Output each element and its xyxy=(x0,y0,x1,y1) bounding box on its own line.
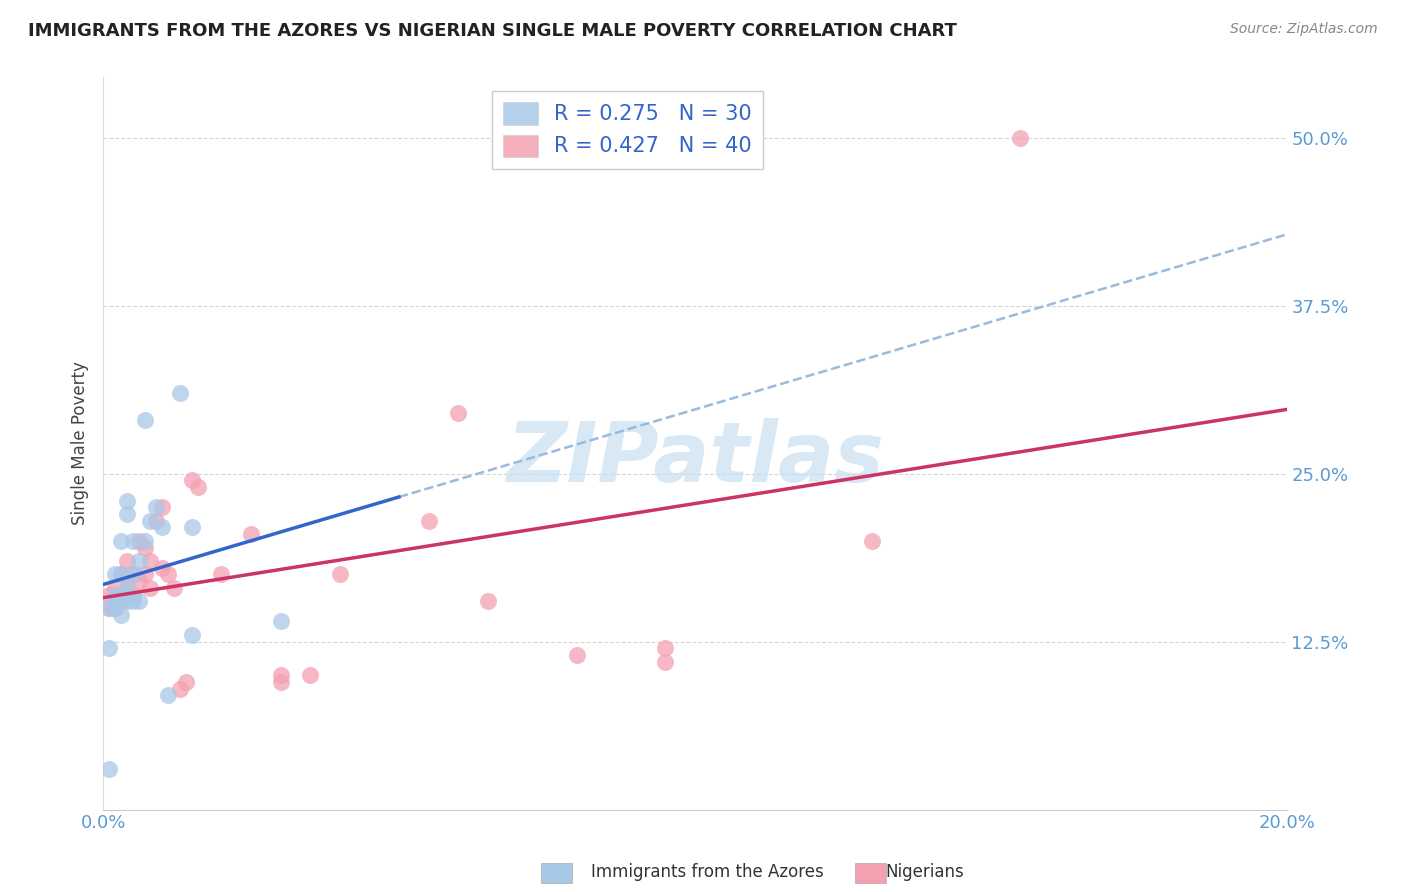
Point xyxy=(115,581,138,595)
Point xyxy=(104,594,127,608)
Point xyxy=(240,527,263,541)
Point xyxy=(121,594,143,608)
Point xyxy=(477,594,499,608)
Point xyxy=(121,588,143,602)
Point xyxy=(150,520,173,534)
Point xyxy=(110,567,132,582)
Text: Source: ZipAtlas.com: Source: ZipAtlas.com xyxy=(1230,22,1378,37)
Point xyxy=(139,514,162,528)
Point xyxy=(134,541,156,555)
Point xyxy=(134,567,156,582)
Point xyxy=(180,474,202,488)
Text: Immigrants from the Azores: Immigrants from the Azores xyxy=(591,863,824,881)
Point xyxy=(128,533,150,548)
Point xyxy=(163,581,186,595)
Point xyxy=(134,533,156,548)
Point xyxy=(1010,131,1032,145)
Y-axis label: Single Male Poverty: Single Male Poverty xyxy=(72,361,89,525)
Point xyxy=(150,560,173,574)
Point xyxy=(565,648,588,662)
Point xyxy=(169,386,191,401)
Point xyxy=(121,567,143,582)
Point xyxy=(134,413,156,427)
Point xyxy=(299,668,322,682)
Point xyxy=(128,594,150,608)
Point xyxy=(128,574,150,589)
Point xyxy=(447,406,470,420)
Point xyxy=(121,567,143,582)
Point xyxy=(270,668,292,682)
Point xyxy=(110,607,132,622)
Point xyxy=(104,601,127,615)
Point xyxy=(115,493,138,508)
Point xyxy=(104,581,127,595)
Point xyxy=(169,681,191,696)
Point xyxy=(104,588,127,602)
Point xyxy=(128,554,150,568)
Point xyxy=(187,480,209,494)
Point xyxy=(121,533,143,548)
Point xyxy=(110,533,132,548)
Point xyxy=(150,500,173,515)
Point xyxy=(110,588,132,602)
Point xyxy=(180,520,202,534)
Point xyxy=(157,567,180,582)
Point xyxy=(110,567,132,582)
Point xyxy=(98,601,121,615)
Point xyxy=(139,581,162,595)
Point xyxy=(115,554,138,568)
Point xyxy=(211,567,233,582)
Point xyxy=(860,533,883,548)
Point xyxy=(329,567,352,582)
Point xyxy=(110,588,132,602)
Point xyxy=(98,641,121,656)
Point xyxy=(104,601,127,615)
Point xyxy=(418,514,440,528)
Point xyxy=(145,500,167,515)
Point xyxy=(110,594,132,608)
Point xyxy=(98,588,121,602)
Point xyxy=(115,581,138,595)
Point xyxy=(98,601,121,615)
Point xyxy=(270,674,292,689)
Point xyxy=(104,567,127,582)
Point xyxy=(654,655,676,669)
Text: IMMIGRANTS FROM THE AZORES VS NIGERIAN SINGLE MALE POVERTY CORRELATION CHART: IMMIGRANTS FROM THE AZORES VS NIGERIAN S… xyxy=(28,22,957,40)
Point xyxy=(139,554,162,568)
Text: ZIPatlas: ZIPatlas xyxy=(506,417,884,499)
Point xyxy=(145,514,167,528)
Legend: R = 0.275   N = 30, R = 0.427   N = 40: R = 0.275 N = 30, R = 0.427 N = 40 xyxy=(492,91,763,169)
Point xyxy=(157,689,180,703)
Point xyxy=(180,628,202,642)
Text: Nigerians: Nigerians xyxy=(886,863,965,881)
Point xyxy=(115,507,138,521)
Point xyxy=(115,594,138,608)
Point xyxy=(270,615,292,629)
Point xyxy=(654,641,676,656)
Point xyxy=(98,762,121,776)
Point xyxy=(174,674,197,689)
